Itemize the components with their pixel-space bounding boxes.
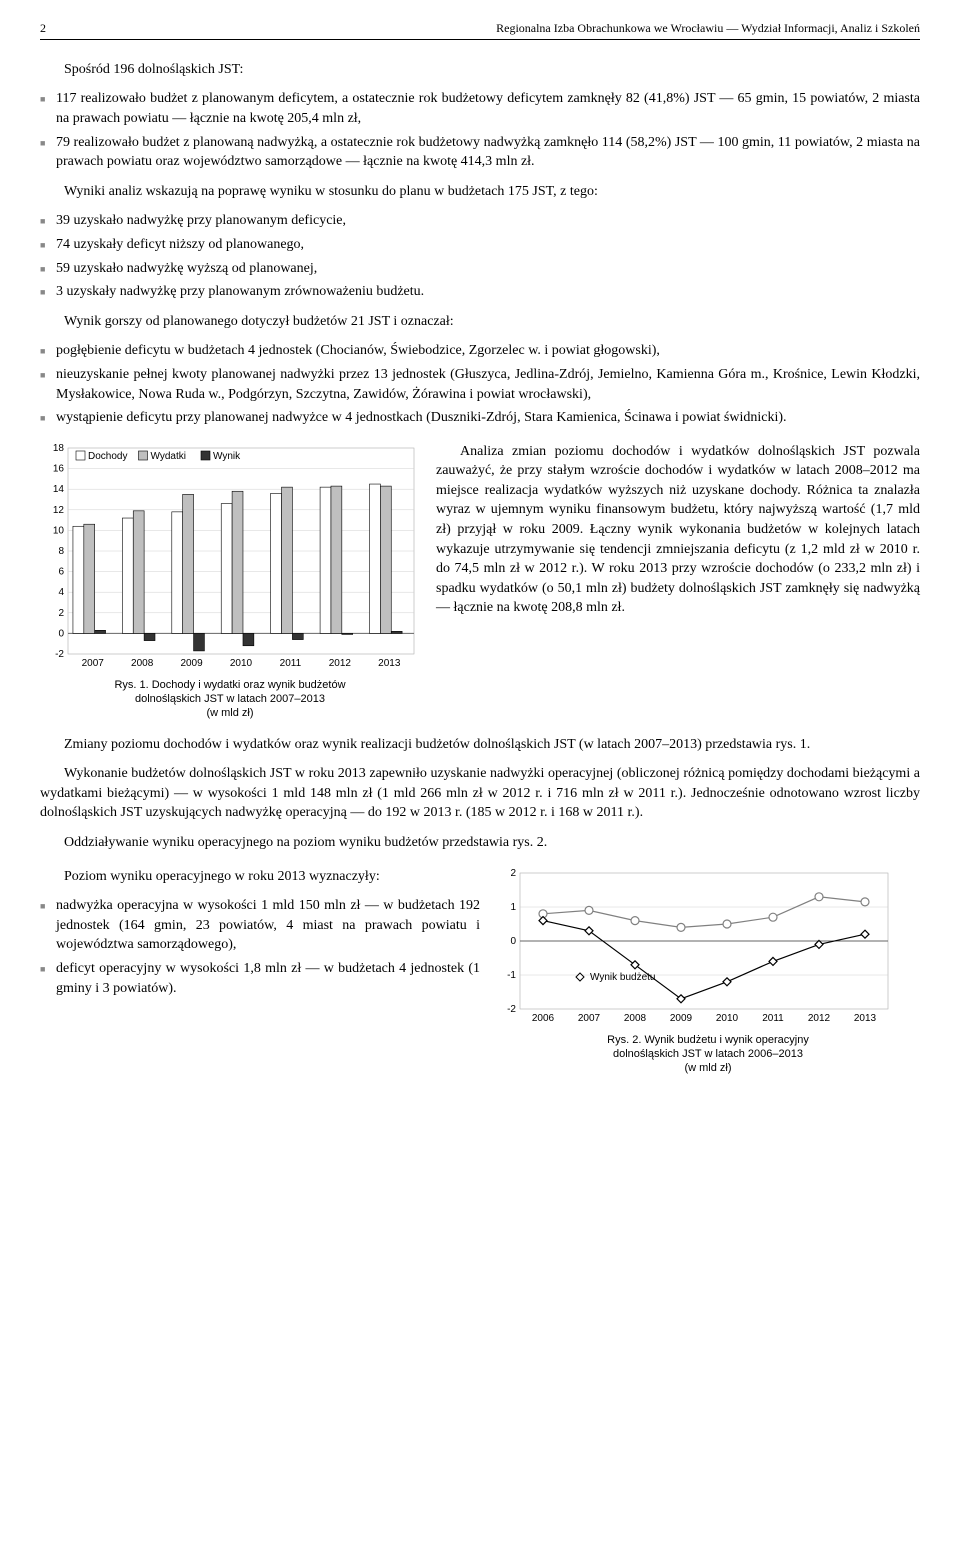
list-item: 59 uzyskało nadwyżkę wyższą od planowane…	[40, 259, 920, 279]
bullets-3: pogłębienie deficytu w budżetach 4 jedno…	[40, 341, 920, 427]
bullets-4: nadwyżka operacyjna w wysokości 1 mld 15…	[40, 896, 480, 998]
page-header: 2 Regionalna Izba Obrachunkowa we Wrocła…	[40, 20, 920, 40]
svg-text:2012: 2012	[808, 1013, 831, 1024]
svg-text:2008: 2008	[131, 658, 154, 669]
svg-text:2007: 2007	[578, 1013, 601, 1024]
svg-text:-2: -2	[507, 1004, 516, 1015]
svg-text:2013: 2013	[378, 658, 401, 669]
svg-text:-2: -2	[55, 649, 64, 660]
list-item: 39 uzyskało nadwyżkę przy planowanym def…	[40, 211, 920, 231]
list-item: wystąpienie deficytu przy planowanej nad…	[40, 408, 920, 428]
left2-intro: Poziom wyniku operacyjnego w roku 2013 w…	[40, 867, 480, 887]
chart2-caption: Rys. 2. Wynik budżetu i wynik operacyjny…	[496, 1033, 920, 1076]
bullets-2: 39 uzyskało nadwyżkę przy planowanym def…	[40, 211, 920, 301]
list-item: deficyt operacyjny w wysokości 1,8 mln z…	[40, 959, 480, 998]
svg-text:16: 16	[53, 463, 65, 474]
svg-text:Dochody: Dochody	[88, 451, 127, 462]
page-number: 2	[40, 20, 46, 37]
svg-text:2007: 2007	[82, 658, 105, 669]
svg-text:2013: 2013	[854, 1013, 877, 1024]
left2-col: Poziom wyniku operacyjnego w roku 2013 w…	[40, 867, 480, 1076]
para-after-c: Oddziaływanie wyniku operacyjnego na poz…	[40, 833, 920, 853]
chart2-row: Poziom wyniku operacyjnego w roku 2013 w…	[40, 867, 920, 1076]
svg-text:-1: -1	[507, 970, 516, 981]
svg-text:2012: 2012	[329, 658, 352, 669]
chart1-caption: Rys. 1. Dochody i wydatki oraz wynik bud…	[40, 678, 420, 721]
list-item: pogłębienie deficytu w budżetach 4 jedno…	[40, 341, 920, 361]
svg-text:4: 4	[58, 587, 64, 598]
list-item: 74 uzyskały deficyt niższy od planowaneg…	[40, 235, 920, 255]
chart1-row: -2 0 2 4 6 8 10 12 14 16 18 2007 2008 2009 2010 2011 201…	[40, 442, 920, 721]
list-item: 79 realizowało budżet z planowaną nadwyż…	[40, 133, 920, 172]
svg-text:18: 18	[53, 443, 65, 454]
chart2-col: -2 -1 0 1 2 2006 2007 2008 2009 2010 2011 2012 2013 W…	[496, 867, 920, 1076]
svg-text:1: 1	[510, 902, 516, 913]
svg-text:14: 14	[53, 484, 65, 495]
svg-text:12: 12	[53, 505, 65, 516]
para-after-a: Zmiany poziomu dochodów i wydatków oraz …	[40, 735, 920, 755]
svg-text:0: 0	[510, 936, 516, 947]
para-3: Wynik gorszy od planowanego dotyczył bud…	[40, 312, 920, 332]
svg-text:2011: 2011	[762, 1013, 784, 1024]
svg-text:2: 2	[58, 608, 64, 619]
svg-text:Wynik budżetu: Wynik budżetu	[590, 972, 656, 983]
svg-text:2008: 2008	[624, 1013, 647, 1024]
chart2-svg: -2 -1 0 1 2 2006 2007 2008 2009 2010 2011 2012 2013 W…	[496, 867, 896, 1027]
para-after-b: Wykonanie budżetów dolnośląskich JST w r…	[40, 764, 920, 823]
svg-text:10: 10	[53, 525, 65, 536]
chart1-col: -2 0 2 4 6 8 10 12 14 16 18 2007 2008 2009 2010 2011 201…	[40, 442, 420, 721]
svg-text:0: 0	[58, 628, 64, 639]
right-para: Analiza zmian poziomu dochodów i wydatkó…	[436, 442, 920, 618]
list-item: 117 realizowało budżet z planowanym defi…	[40, 89, 920, 128]
bullets-1: 117 realizowało budżet z planowanym defi…	[40, 89, 920, 171]
svg-text:2010: 2010	[230, 658, 253, 669]
svg-text:6: 6	[58, 566, 64, 577]
svg-text:Wynik: Wynik	[213, 451, 241, 462]
svg-text:Wydatki: Wydatki	[151, 451, 186, 462]
svg-text:8: 8	[58, 546, 64, 557]
para-2: Wyniki analiz wskazują na poprawę wyniku…	[40, 182, 920, 202]
svg-text:2: 2	[510, 868, 516, 879]
svg-text:2011: 2011	[280, 658, 302, 669]
header-title: Regionalna Izba Obrachunkowa we Wrocławi…	[496, 20, 920, 37]
intro-para: Spośród 196 dolnośląskich JST:	[40, 60, 920, 80]
right-para-col: Analiza zmian poziomu dochodów i wydatkó…	[436, 442, 920, 721]
svg-text:2009: 2009	[670, 1013, 693, 1024]
list-item: nieuzyskanie pełnej kwoty planowanej nad…	[40, 365, 920, 404]
svg-text:2010: 2010	[716, 1013, 739, 1024]
chart1-svg: -2 0 2 4 6 8 10 12 14 16 18 2007 2008 2009 2010 2011 201…	[40, 442, 420, 672]
list-item: 3 uzyskały nadwyżkę przy planowanym zrów…	[40, 282, 920, 302]
svg-text:2006: 2006	[532, 1013, 555, 1024]
list-item: nadwyżka operacyjna w wysokości 1 mld 15…	[40, 896, 480, 955]
svg-text:2009: 2009	[180, 658, 203, 669]
